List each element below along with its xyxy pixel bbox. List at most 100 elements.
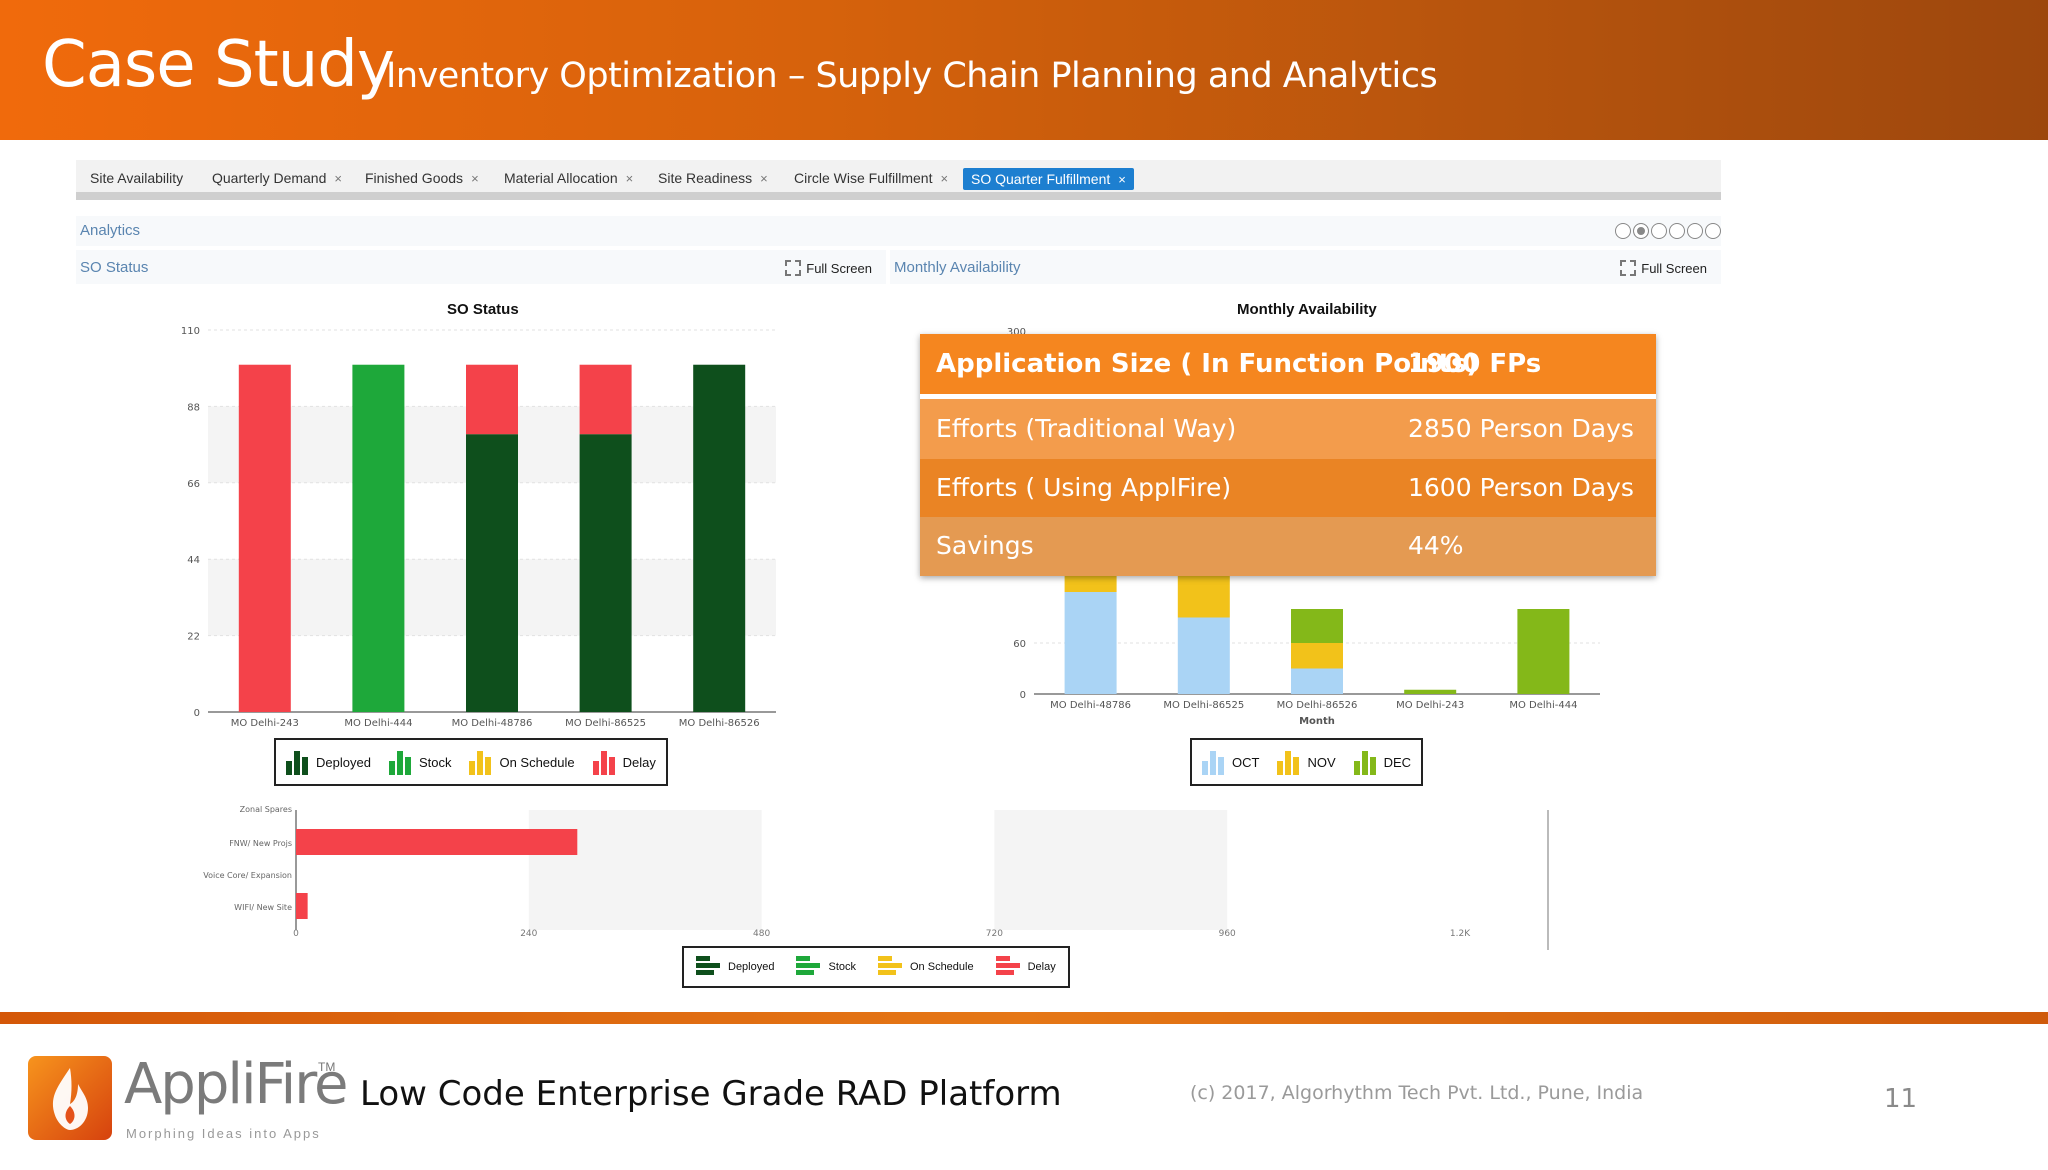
pager-dot[interactable] <box>1687 223 1703 239</box>
legend-nov[interactable]: NOV <box>1277 749 1336 775</box>
panel-title: Monthly Availability <box>894 259 1021 276</box>
applifire-logo-icon <box>28 1056 112 1140</box>
bar-chart-icon <box>592 749 615 775</box>
legend-stock[interactable]: Stock <box>796 956 856 978</box>
bar-oct <box>1177 617 1230 694</box>
y-tick-label: 0 <box>1020 690 1026 701</box>
close-icon[interactable]: × <box>1118 172 1126 187</box>
metric-label: Efforts (Traditional Way) <box>936 414 1237 443</box>
legend-oct[interactable]: OCT <box>1202 749 1259 775</box>
close-icon[interactable]: × <box>940 171 949 186</box>
tab-site-readiness[interactable]: Site Readiness × <box>658 170 768 186</box>
bar-delay <box>238 364 291 712</box>
tab-quarterly-demand[interactable]: Quarterly Demand × <box>212 170 342 186</box>
close-icon[interactable]: × <box>471 171 479 186</box>
analytics-bar: Analytics <box>76 216 1721 246</box>
legend-stock[interactable]: Stock <box>388 749 451 775</box>
full-screen-button[interactable]: Full Screen <box>785 260 872 276</box>
app-screenshot: Site Availability Quarterly Demand × Fini… <box>76 160 1721 996</box>
metric-label: Efforts ( Using ApplFire) <box>936 473 1232 502</box>
monthly-availability-panel-header: Monthly Availability Full Screen <box>890 250 1721 284</box>
bar-delay <box>579 364 632 435</box>
metric-value: 1900 FPs <box>1408 349 1542 379</box>
tab-site-availability[interactable]: Site Availability <box>90 170 184 186</box>
legend-deployed[interactable]: Deployed <box>696 956 774 978</box>
tab-material-allocation[interactable]: Material Allocation × <box>504 170 634 186</box>
y-tick-label: 300 <box>1007 327 1026 338</box>
hbar-delay <box>296 829 578 855</box>
page-number: 11 <box>1884 1084 1918 1114</box>
y-tick-label: 66 <box>187 479 200 490</box>
fulfillment-legend: Deployed Stock On Schedule Delay <box>682 946 1070 988</box>
bar-deployed <box>579 434 632 712</box>
bar-chart-icon <box>796 956 821 978</box>
slide-subtitle: Inventory Optimization – Supply Chain Pl… <box>386 56 1438 96</box>
x-tick-label: 240 <box>520 929 537 939</box>
so-status-chart-title: SO Status <box>447 301 519 318</box>
close-icon[interactable]: × <box>760 171 768 186</box>
expand-icon <box>785 260 802 276</box>
pager-dot[interactable] <box>1651 223 1667 239</box>
x-tick-label: MO Delhi-86525 <box>1163 700 1244 711</box>
fulfillment-horizontal-chart: Zonal Spares FNW/ New Projs Voice Core/ Ex… <box>203 805 1549 950</box>
metric-row-application-size: Application Size ( In Function Points) 1… <box>920 334 1656 394</box>
legend-deployed[interactable]: Deployed <box>286 749 371 775</box>
y-tick-label: 110 <box>181 326 200 337</box>
pager-dot[interactable] <box>1615 223 1631 239</box>
pager-dot[interactable] <box>1705 223 1721 239</box>
copyright-notice: (c) 2017, Algorhythm Tech Pvt. Ltd., Pun… <box>1190 1082 1644 1104</box>
pager-dot[interactable] <box>1669 223 1685 239</box>
bar-chart-icon <box>1202 749 1224 775</box>
logo-tagline: Morphing Ideas into Apps <box>126 1126 321 1141</box>
legend-delay[interactable]: Delay <box>592 749 656 775</box>
analytics-label[interactable]: Analytics <box>80 222 141 239</box>
metric-label: Savings <box>936 531 1034 560</box>
x-tick-label: MO Delhi-86526 <box>1277 700 1358 711</box>
legend-delay[interactable]: Delay <box>995 956 1056 978</box>
metric-label: Application Size ( In Function Points) <box>936 349 1479 379</box>
y-category-label: FNW/ New Projs <box>229 839 292 848</box>
x-axis-label: Month <box>1299 716 1335 727</box>
y-category-label: Voice Core/ Expansion <box>203 871 292 880</box>
x-tick-label: MO Delhi-48786 <box>452 718 533 729</box>
legend-on-schedule[interactable]: On Schedule <box>878 956 974 978</box>
bar-chart-icon <box>1277 749 1300 775</box>
grid-band <box>528 810 762 930</box>
tab-finished-goods[interactable]: Finished Goods × <box>365 170 479 186</box>
slide-title: Case Study <box>42 28 395 102</box>
bar-chart-icon <box>286 749 308 775</box>
close-icon[interactable]: × <box>334 171 342 186</box>
x-tick-label: MO Delhi-444 <box>344 718 412 729</box>
tab-circle-wise-fulfillment[interactable]: Circle Wise Fulfillment × <box>794 170 949 186</box>
x-tick-label: 720 <box>986 929 1003 939</box>
x-tick-label: MO Delhi-86525 <box>565 718 646 729</box>
close-icon[interactable]: × <box>625 171 634 186</box>
legend-dec[interactable]: DEC <box>1353 749 1411 775</box>
metrics-overlay-table: Application Size ( In Function Points) 1… <box>920 334 1656 576</box>
y-tick-label: 88 <box>187 402 200 413</box>
so-status-legend: Deployed Stock On Schedule Delay <box>274 738 668 786</box>
bar-dec <box>1517 609 1570 694</box>
metric-value: 2850 Person Days <box>1408 414 1634 443</box>
x-tick-label: 480 <box>753 929 770 939</box>
metric-row-traditional-effort: Efforts (Traditional Way) 2850 Person Da… <box>920 399 1656 459</box>
bar-chart-icon <box>469 749 492 775</box>
trademark-mark: TM <box>318 1060 336 1074</box>
bar-chart-icon <box>696 956 720 978</box>
footer-divider <box>0 1012 2048 1024</box>
expand-icon <box>1620 260 1637 276</box>
pager-dot-active[interactable] <box>1633 223 1649 239</box>
bar-chart-icon <box>1353 749 1376 775</box>
tab-so-quarter-fulfillment[interactable]: SO Quarter Fulfillment × <box>963 168 1134 190</box>
tab-bar: Site Availability Quarterly Demand × Fini… <box>76 160 1721 200</box>
x-tick-label: 960 <box>1219 929 1236 939</box>
metric-row-applifire-effort: Efforts ( Using ApplFire) 1600 Person Da… <box>920 459 1656 517</box>
x-tick-label: 1.2K <box>1450 929 1471 939</box>
full-screen-button[interactable]: Full Screen <box>1620 260 1707 276</box>
legend-on-schedule[interactable]: On Schedule <box>469 749 575 775</box>
metric-row-savings: Savings 44% <box>920 517 1656 576</box>
bar-nov <box>1291 643 1343 669</box>
x-tick-label: MO Delhi-243 <box>1396 700 1464 711</box>
hbar-delay <box>296 893 308 919</box>
bar-dec <box>1291 609 1343 643</box>
